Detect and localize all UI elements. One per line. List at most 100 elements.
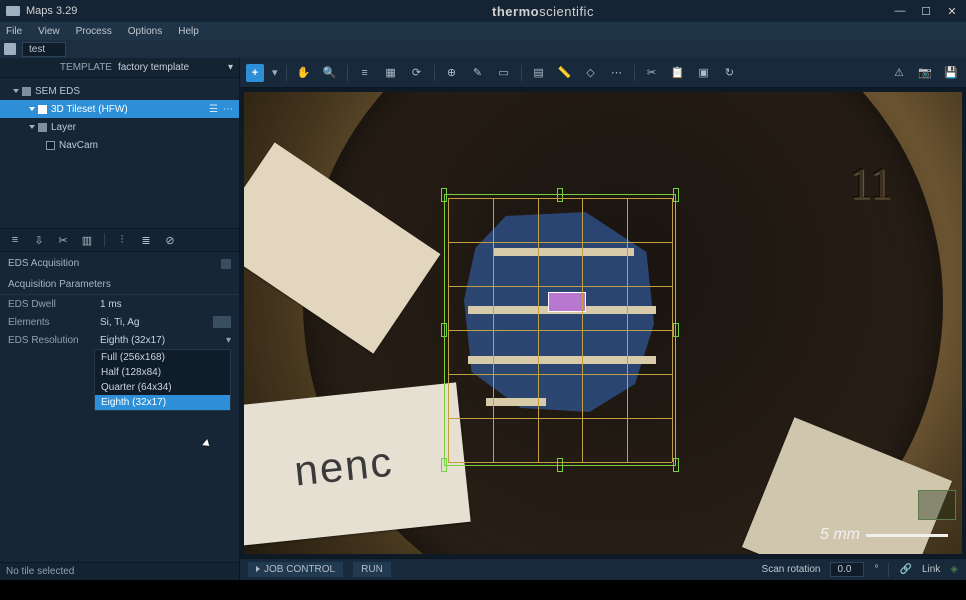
titlebar: Maps 3.29 thermoscientific — ☐ ✕ bbox=[0, 0, 966, 22]
brand: thermoscientific bbox=[240, 4, 846, 19]
tree-node-navcam[interactable]: NavCam bbox=[0, 136, 239, 154]
dropdown-option-selected[interactable]: Eighth (32x17) bbox=[95, 395, 230, 410]
mouse-cursor-icon bbox=[202, 439, 212, 449]
viewport[interactable]: 11 bbox=[244, 92, 962, 554]
menu-file[interactable]: File bbox=[6, 26, 22, 37]
tree-node-layer[interactable]: Layer bbox=[0, 118, 239, 136]
node-label: SEM EDS bbox=[35, 86, 80, 97]
app-icon bbox=[6, 6, 20, 16]
left-panel: TEMPLATE factory template ▾ SEM EDS 3D T… bbox=[0, 58, 240, 580]
minimize-button[interactable]: — bbox=[894, 5, 906, 18]
node-label: NavCam bbox=[59, 140, 98, 151]
add-button[interactable]: + bbox=[246, 64, 264, 82]
status-text: No tile selected bbox=[6, 566, 74, 577]
chevron-down-icon[interactable]: ▾ bbox=[272, 66, 278, 79]
scale-bar-line bbox=[866, 534, 948, 537]
tree-node-tileset[interactable]: 3D Tileset (HFW) ☰ ⋯ bbox=[0, 100, 239, 118]
node-action-icon[interactable]: ⋯ bbox=[223, 104, 233, 114]
tool-paste-icon[interactable]: 📋 bbox=[669, 64, 687, 82]
param-resolution[interactable]: EDS Resolution Eighth (32x17) ▾ bbox=[0, 331, 239, 349]
resize-handle[interactable] bbox=[441, 323, 447, 337]
link-icon[interactable]: 🔗 bbox=[899, 564, 911, 575]
node-icon bbox=[38, 123, 47, 132]
param-label: Elements bbox=[8, 317, 94, 328]
node-label: 3D Tileset (HFW) bbox=[51, 104, 128, 115]
tool-icon[interactable]: ✂ bbox=[56, 233, 70, 247]
node-label: Layer bbox=[51, 122, 76, 133]
elements-edit-button[interactable] bbox=[213, 316, 231, 328]
tool-icon[interactable]: ▥ bbox=[80, 233, 94, 247]
tool-align-icon[interactable]: ≡ bbox=[356, 64, 374, 82]
close-button[interactable]: ✕ bbox=[946, 5, 958, 18]
separator bbox=[104, 233, 105, 247]
node-action-icon[interactable]: ☰ bbox=[209, 104, 219, 114]
expand-icon[interactable] bbox=[13, 89, 19, 93]
param-value[interactable]: Si, Ti, Ag bbox=[100, 317, 207, 328]
tool-zoom-icon[interactable]: 🔍 bbox=[321, 64, 339, 82]
tool-warning-icon[interactable]: ⚠ bbox=[890, 64, 908, 82]
job-control-button[interactable]: JOB CONTROL bbox=[248, 562, 343, 577]
grid-line bbox=[448, 462, 672, 463]
tool-rotate-icon[interactable]: ↻ bbox=[721, 64, 739, 82]
tool-icon[interactable]: ⇩ bbox=[32, 233, 46, 247]
resize-handle[interactable] bbox=[673, 323, 679, 337]
project-name-field[interactable]: test bbox=[22, 42, 66, 57]
menu-view[interactable]: View bbox=[38, 26, 60, 37]
scan-rotation-label: Scan rotation bbox=[762, 564, 821, 575]
tool-grid-icon[interactable]: ▦ bbox=[382, 64, 400, 82]
menu-options[interactable]: Options bbox=[128, 26, 162, 37]
section-toggle-icon[interactable] bbox=[221, 259, 231, 269]
scan-rotation-field[interactable]: 0.0 bbox=[830, 562, 864, 577]
run-button[interactable]: RUN bbox=[353, 562, 391, 577]
maximize-button[interactable]: ☐ bbox=[920, 5, 932, 18]
tree-node-root[interactable]: SEM EDS bbox=[0, 82, 239, 100]
menu-process[interactable]: Process bbox=[76, 26, 112, 37]
expand-icon[interactable] bbox=[29, 107, 35, 111]
tool-more-icon[interactable]: ⋯ bbox=[608, 64, 626, 82]
minimap[interactable] bbox=[918, 490, 956, 520]
tool-ruler-icon[interactable]: 📏 bbox=[556, 64, 574, 82]
tool-target-icon[interactable]: ⊕ bbox=[443, 64, 461, 82]
checkbox[interactable] bbox=[46, 141, 55, 150]
separator bbox=[286, 65, 287, 81]
tool-icon[interactable]: ≡ bbox=[8, 233, 22, 247]
resize-handle[interactable] bbox=[441, 188, 447, 202]
tool-hand-icon[interactable]: ✋ bbox=[295, 64, 313, 82]
menu-help[interactable]: Help bbox=[178, 26, 199, 37]
resolution-dropdown: Full (256x168) Half (128x84) Quarter (64… bbox=[94, 349, 231, 411]
resize-handle[interactable] bbox=[673, 458, 679, 472]
tool-save-icon[interactable]: 💾 bbox=[942, 64, 960, 82]
grid-line bbox=[448, 330, 672, 331]
dropdown-option[interactable]: Quarter (64x34) bbox=[95, 380, 230, 395]
resize-handle[interactable] bbox=[441, 458, 447, 472]
tool-icon[interactable]: ⊘ bbox=[163, 233, 177, 247]
tool-cut-icon[interactable]: ✂ bbox=[643, 64, 661, 82]
param-label: EDS Dwell bbox=[8, 299, 94, 310]
dropdown-option[interactable]: Full (256x168) bbox=[95, 350, 230, 365]
dropdown-option[interactable]: Half (128x84) bbox=[95, 365, 230, 380]
expand-icon[interactable] bbox=[29, 125, 35, 129]
tool-icon[interactable]: ▣ bbox=[695, 64, 713, 82]
param-dwell: EDS Dwell 1 ms bbox=[0, 295, 239, 313]
tool-layers-icon[interactable]: ▤ bbox=[530, 64, 548, 82]
main: TEMPLATE factory template ▾ SEM EDS 3D T… bbox=[0, 58, 966, 580]
app-window: Maps 3.29 thermoscientific — ☐ ✕ File Vi… bbox=[0, 0, 966, 580]
chevron-down-icon: ▾ bbox=[221, 335, 231, 346]
template-label: TEMPLATE bbox=[60, 62, 112, 73]
resize-handle[interactable] bbox=[673, 188, 679, 202]
tool-draw-icon[interactable]: ✎ bbox=[469, 64, 487, 82]
app-title: Maps 3.29 bbox=[26, 5, 77, 17]
param-value: Eighth (32x17) bbox=[100, 335, 215, 346]
tool-icon[interactable]: ≣ bbox=[139, 233, 153, 247]
scale-bar: 5 mm bbox=[820, 526, 948, 544]
separator bbox=[634, 65, 635, 81]
tool-rect-icon[interactable]: ▭ bbox=[495, 64, 513, 82]
tool-capture-icon[interactable]: 📷 bbox=[916, 64, 934, 82]
tool-shape-icon[interactable]: ◇ bbox=[582, 64, 600, 82]
tool-refresh-icon[interactable]: ⟳ bbox=[408, 64, 426, 82]
param-value[interactable]: 1 ms bbox=[100, 299, 231, 310]
template-row[interactable]: TEMPLATE factory template ▾ bbox=[0, 58, 239, 78]
section-acquisition[interactable]: EDS Acquisition bbox=[0, 252, 239, 275]
grid-line bbox=[448, 286, 672, 287]
tool-icon[interactable]: ⫶ bbox=[115, 233, 129, 247]
